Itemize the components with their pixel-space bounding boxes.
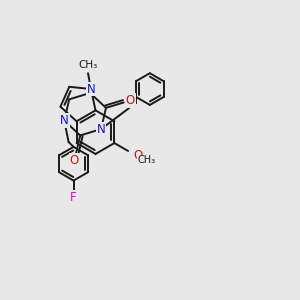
- Text: N: N: [60, 114, 69, 127]
- Text: CH₃: CH₃: [138, 155, 156, 165]
- Text: CH₃: CH₃: [78, 60, 98, 70]
- Text: F: F: [70, 191, 77, 204]
- Text: N: N: [87, 82, 95, 96]
- Text: O: O: [134, 149, 143, 162]
- Text: N: N: [97, 123, 105, 136]
- Text: O: O: [70, 154, 79, 167]
- Text: O: O: [126, 94, 135, 107]
